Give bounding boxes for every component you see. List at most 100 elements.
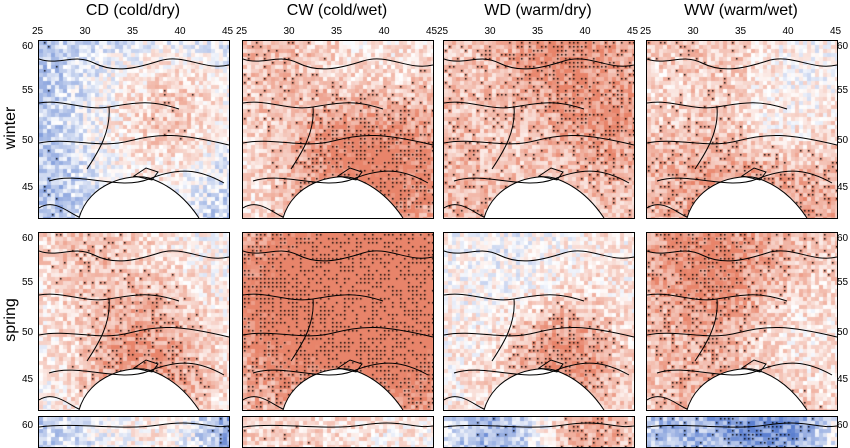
border-line — [39, 422, 229, 428]
lon-tick-label: 35 — [331, 26, 343, 37]
crimea-outline — [537, 359, 564, 373]
anomaly-field — [243, 233, 433, 410]
coastline — [686, 368, 808, 410]
border-line — [39, 326, 229, 338]
lon-tick-label: 35 — [735, 26, 747, 37]
map-panel-summer-cd — [38, 416, 230, 448]
border-line — [86, 298, 110, 362]
border-line — [243, 204, 284, 218]
border-line — [647, 250, 837, 262]
border-line — [444, 396, 485, 410]
border-line — [243, 422, 433, 428]
coastline — [483, 368, 605, 410]
lat-tick-label: 60 — [22, 41, 34, 52]
lat-tick-label: 50 — [22, 135, 34, 146]
country-borders — [444, 250, 634, 410]
anomaly-field — [39, 41, 229, 218]
lat-tick-label: 55 — [837, 85, 849, 96]
country-borders — [647, 58, 837, 218]
crimea-outline — [537, 167, 564, 181]
border-line — [39, 250, 229, 262]
lon-tick-label: 35 — [127, 26, 139, 37]
crimea-outline — [132, 359, 159, 373]
lon-tick-label: 30 — [484, 26, 496, 37]
column-title-ww: WW (warm/wet) — [684, 2, 798, 19]
lat-tick-label: 60 — [837, 41, 849, 52]
border-line — [444, 422, 634, 428]
country-borders — [39, 250, 229, 410]
coastline — [282, 368, 404, 410]
map-panel-winter-cw — [242, 40, 434, 219]
lon-tick-label: 25 — [236, 26, 248, 37]
anomaly-field — [647, 233, 837, 410]
country-borders — [243, 58, 433, 218]
anomaly-field — [444, 41, 634, 218]
border-line — [243, 250, 433, 262]
map-panel-spring-wd — [443, 232, 635, 411]
map-panel-spring-ww — [646, 232, 838, 411]
lon-tick-label: 45 — [222, 26, 234, 37]
lon-tick-label: 40 — [174, 26, 186, 37]
anomaly-field — [647, 41, 837, 218]
lat-tick-label: 45 — [837, 182, 849, 193]
column-title-cd: CD (cold/dry) — [85, 2, 181, 19]
lat-tick-label: 60 — [22, 420, 34, 431]
border-line — [243, 134, 433, 146]
lon-tick-label: 40 — [579, 26, 591, 37]
border-line — [444, 58, 634, 70]
lat-tick-label: 50 — [22, 327, 34, 338]
lat-tick-label: 50 — [837, 135, 849, 146]
anomaly-field — [243, 41, 433, 218]
border-line — [694, 106, 718, 170]
coastline — [282, 176, 404, 218]
crimea-outline — [336, 167, 363, 181]
map-panel-summer-ww — [646, 416, 838, 448]
map-panel-winter-ww — [646, 40, 838, 219]
country-borders — [647, 422, 837, 428]
lon-tick-label: 35 — [532, 26, 544, 37]
lat-tick-label: 45 — [22, 374, 34, 385]
border-line — [86, 106, 110, 170]
crimea-outline — [336, 359, 363, 373]
lon-tick-label: 45 — [830, 26, 842, 37]
lon-tick-label: 45 — [627, 26, 639, 37]
lat-tick-label: 55 — [22, 85, 34, 96]
border-line — [491, 106, 515, 170]
crimea-outline — [132, 167, 159, 181]
border-line — [39, 58, 229, 70]
lon-tick-label: 45 — [426, 26, 438, 37]
lat-tick-label: 60 — [837, 233, 849, 244]
row-label-winter: winter — [2, 106, 19, 149]
anomaly-field — [39, 233, 229, 410]
coastline — [78, 176, 200, 218]
column-title-wd: WD (warm/dry) — [484, 2, 592, 19]
lon-tick-label: 30 — [687, 26, 699, 37]
border-line — [647, 396, 688, 410]
border-line — [647, 422, 837, 428]
coastline — [686, 176, 808, 218]
border-line — [290, 106, 314, 170]
border-line — [491, 298, 515, 362]
coastline — [483, 176, 605, 218]
lon-tick-label: 40 — [378, 26, 390, 37]
lat-tick-label: 50 — [837, 327, 849, 338]
lat-tick-label: 55 — [837, 277, 849, 288]
map-panel-spring-cw — [242, 232, 434, 411]
lat-tick-label: 60 — [837, 420, 849, 431]
map-panel-winter-wd — [443, 40, 635, 219]
country-borders — [444, 422, 634, 428]
column-title-cw: CW (cold/wet) — [286, 2, 388, 19]
country-borders — [243, 250, 433, 410]
border-line — [444, 326, 634, 338]
border-line — [694, 298, 718, 362]
country-borders — [444, 58, 634, 218]
border-line — [444, 134, 634, 146]
lat-tick-label: 45 — [22, 182, 34, 193]
crimea-outline — [740, 167, 767, 181]
anomaly-field — [444, 233, 634, 410]
lat-tick-label: 45 — [837, 374, 849, 385]
border-line — [444, 250, 634, 262]
border-line — [647, 326, 837, 338]
country-borders — [39, 422, 229, 428]
border-line — [243, 58, 433, 70]
